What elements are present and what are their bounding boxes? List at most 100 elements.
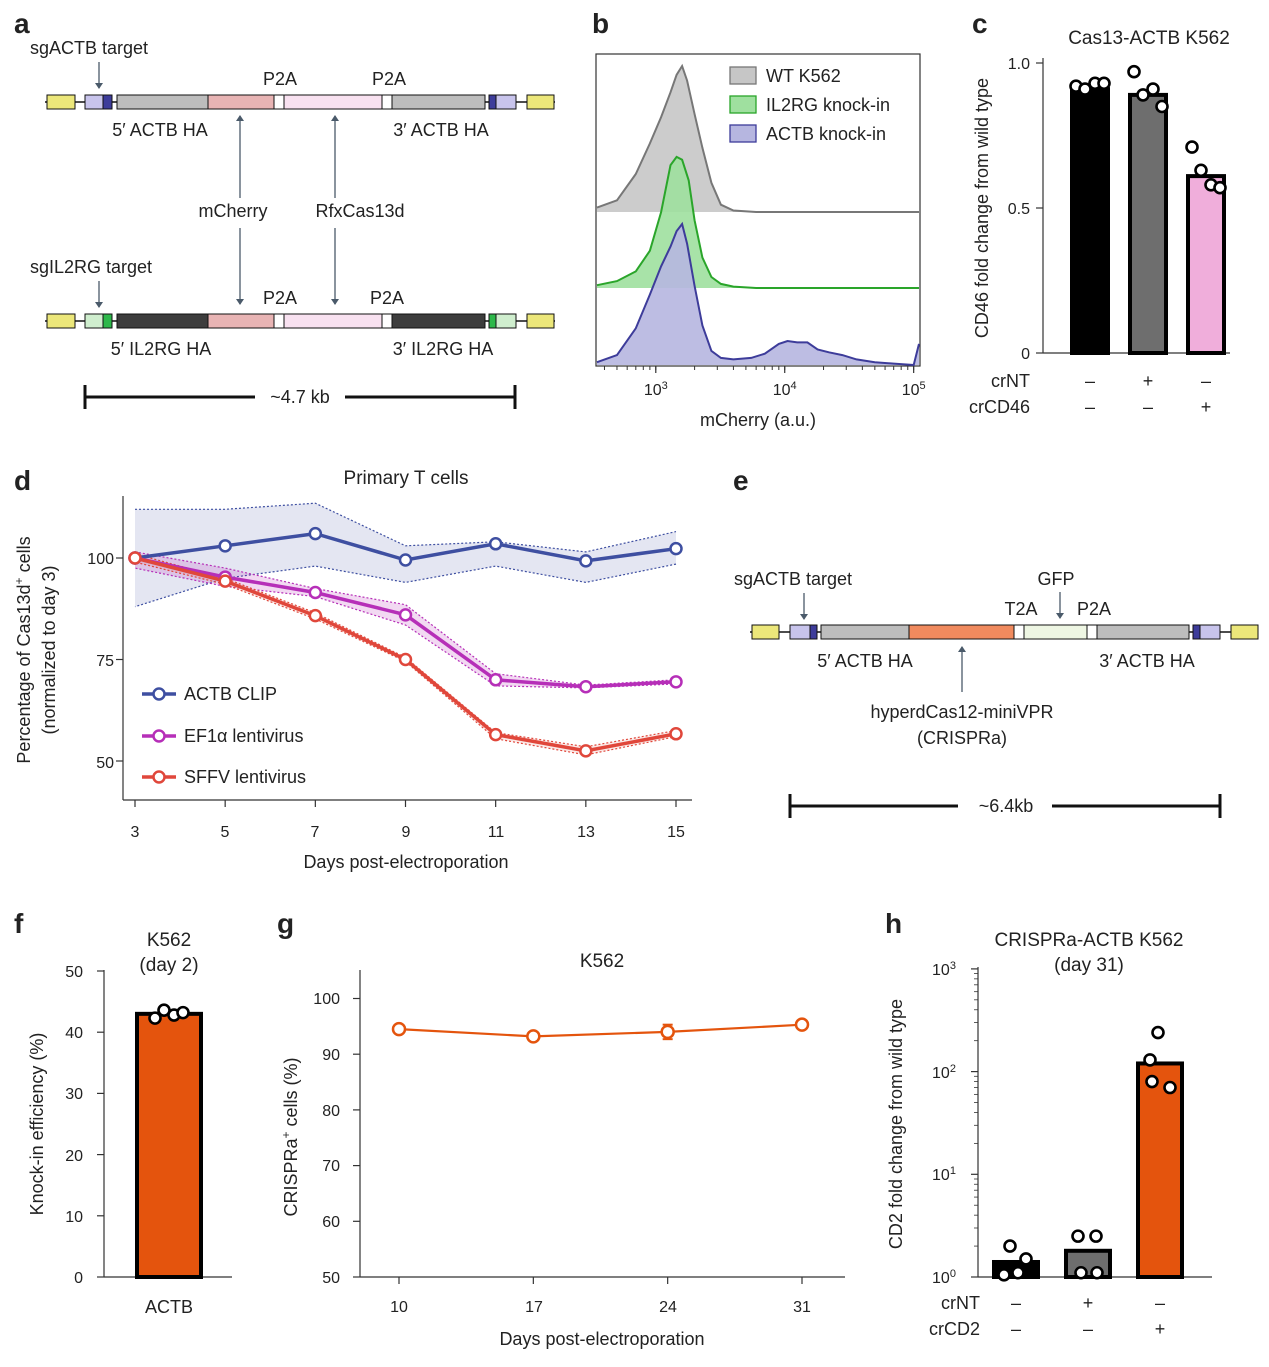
t2a-segment bbox=[1013, 624, 1025, 640]
data-point bbox=[1136, 88, 1150, 102]
scale-bar: ~6.4kb bbox=[788, 794, 1222, 818]
mcherry-label: mCherry bbox=[198, 201, 267, 221]
row-label-crcd46: crCD46 bbox=[969, 397, 1030, 417]
y-axis-label-sub: (normalized to day 3) bbox=[39, 565, 59, 734]
data-point bbox=[128, 551, 142, 565]
row-label-crcd2: crCD2 bbox=[929, 1319, 980, 1339]
data-point bbox=[398, 553, 413, 567]
yellow-end-block bbox=[526, 94, 555, 110]
sgactb-target-label: sgACTB target bbox=[734, 569, 852, 589]
y-tick-label: 0.5 bbox=[1008, 201, 1030, 218]
data-point bbox=[488, 537, 503, 551]
p2a-segment bbox=[273, 313, 285, 329]
panel-b: b 103 104 105 mCherry (a.u.) WT K562 IL2RG… bbox=[592, 8, 926, 430]
x-tick-label: 24 bbox=[659, 1299, 677, 1316]
sign-label: + bbox=[1143, 371, 1154, 391]
data-point bbox=[1003, 1239, 1017, 1253]
p2a-label: P2A bbox=[1077, 599, 1111, 619]
y-axis-label: Knock-in efficiency (%) bbox=[27, 1033, 47, 1216]
y-tick-label: 1.0 bbox=[1008, 56, 1030, 73]
legend-swatch bbox=[729, 124, 757, 143]
ha3-label: 3′ ACTB HA bbox=[1099, 651, 1194, 671]
data-point bbox=[488, 673, 503, 687]
data-point bbox=[398, 652, 413, 667]
panel-f-letter: f bbox=[14, 908, 24, 939]
series-line bbox=[398, 1023, 803, 1038]
sign-label: – bbox=[1011, 1319, 1021, 1339]
sign-label: – bbox=[1201, 371, 1211, 391]
data-point bbox=[794, 1017, 810, 1032]
data-point bbox=[218, 574, 232, 588]
data-point bbox=[218, 539, 232, 553]
x-tick-label: 3 bbox=[131, 824, 140, 841]
legend-label: IL2RG knock-in bbox=[766, 95, 890, 115]
y-tick-label: 50 bbox=[322, 1270, 340, 1287]
p2a-label: P2A bbox=[263, 288, 297, 308]
light-green-block bbox=[495, 313, 517, 329]
data-point bbox=[669, 675, 683, 689]
panel-d: d Primary T cells Percentage of Cas13d+ … bbox=[12, 465, 692, 872]
data-point bbox=[1185, 140, 1199, 154]
legend-label: WT K562 bbox=[766, 66, 841, 86]
data-point bbox=[148, 1011, 162, 1025]
ha5-segment bbox=[116, 313, 209, 329]
legend-label: ACTB knock-in bbox=[766, 124, 886, 144]
bar-group bbox=[135, 1003, 203, 1280]
chart-subtitle: (day 2) bbox=[139, 955, 198, 976]
navy-block bbox=[809, 624, 818, 640]
yellow-end-block bbox=[46, 94, 76, 110]
p2a-segment bbox=[273, 94, 285, 110]
row-label-crnt: crNT bbox=[991, 371, 1030, 391]
p2a-segment bbox=[1086, 624, 1098, 640]
y-tick-label: 50 bbox=[65, 964, 83, 981]
sgactb-target-label: sgACTB target bbox=[30, 38, 148, 58]
lavender-block bbox=[1199, 624, 1221, 640]
legend-swatch bbox=[729, 95, 757, 114]
data-point bbox=[488, 727, 503, 742]
data-point bbox=[1145, 1074, 1159, 1089]
data-point bbox=[1089, 1229, 1103, 1243]
data-point bbox=[308, 608, 323, 623]
chart-subtitle: (day 31) bbox=[1054, 955, 1124, 976]
ha5-label: 5′ IL2RG HA bbox=[111, 339, 211, 359]
green-block bbox=[102, 313, 113, 329]
data-point bbox=[669, 727, 683, 741]
legend-label: SFFV lentivirus bbox=[184, 767, 306, 787]
sign-label: + bbox=[1155, 1319, 1166, 1339]
legend: WT K562 IL2RG knock-in ACTB knock-in bbox=[729, 66, 890, 144]
panel-h: h CRISPRa-ACTB K562 (day 31) CD2 fold ch… bbox=[885, 908, 1212, 1339]
panel-c-letter: c bbox=[972, 8, 988, 39]
p2a-label: P2A bbox=[263, 69, 297, 89]
axis-ticks bbox=[971, 968, 978, 1278]
navy-block bbox=[102, 94, 113, 110]
data-point bbox=[1071, 1229, 1085, 1243]
y-tick-label: 102 bbox=[932, 1063, 956, 1082]
lavender-block bbox=[789, 624, 811, 640]
plot-frame bbox=[595, 53, 921, 367]
x-tick-label: 15 bbox=[667, 824, 685, 841]
sign-label: + bbox=[1083, 1293, 1094, 1313]
y-tick-label: 70 bbox=[322, 1158, 340, 1175]
panel-a: a sgACTB target P2A P2A 5′ ACTB HA 3′ AC… bbox=[14, 8, 555, 409]
legend-marker bbox=[152, 729, 166, 743]
scale-label: ~4.7 kb bbox=[270, 387, 330, 407]
x-tick-label: 104 bbox=[773, 380, 797, 399]
row-label-crnt: crNT bbox=[941, 1293, 980, 1313]
payload-sublabel: (CRISPRa) bbox=[917, 728, 1007, 748]
x-tick-label: 31 bbox=[793, 1299, 811, 1316]
x-tick-label: 17 bbox=[525, 1299, 543, 1316]
data-point bbox=[1163, 1080, 1177, 1095]
legend-marker bbox=[152, 770, 166, 784]
y-tick-label: 100 bbox=[932, 1268, 956, 1287]
green-block bbox=[488, 313, 497, 329]
scale-bar: ~4.7 kb bbox=[83, 385, 517, 409]
chart-title: Primary T cells bbox=[344, 468, 469, 489]
lavender-block bbox=[495, 94, 517, 110]
panel-g: g K562 CRISPRa+ cells (%) 50 60 70 80 90… bbox=[277, 908, 845, 1349]
gfp-segment bbox=[1023, 624, 1088, 640]
p2a-label: P2A bbox=[372, 69, 406, 89]
x-tick-label: 10 bbox=[390, 1299, 408, 1316]
axis-ticks bbox=[353, 997, 803, 1284]
data-point bbox=[579, 554, 593, 568]
data-point bbox=[1078, 82, 1092, 96]
